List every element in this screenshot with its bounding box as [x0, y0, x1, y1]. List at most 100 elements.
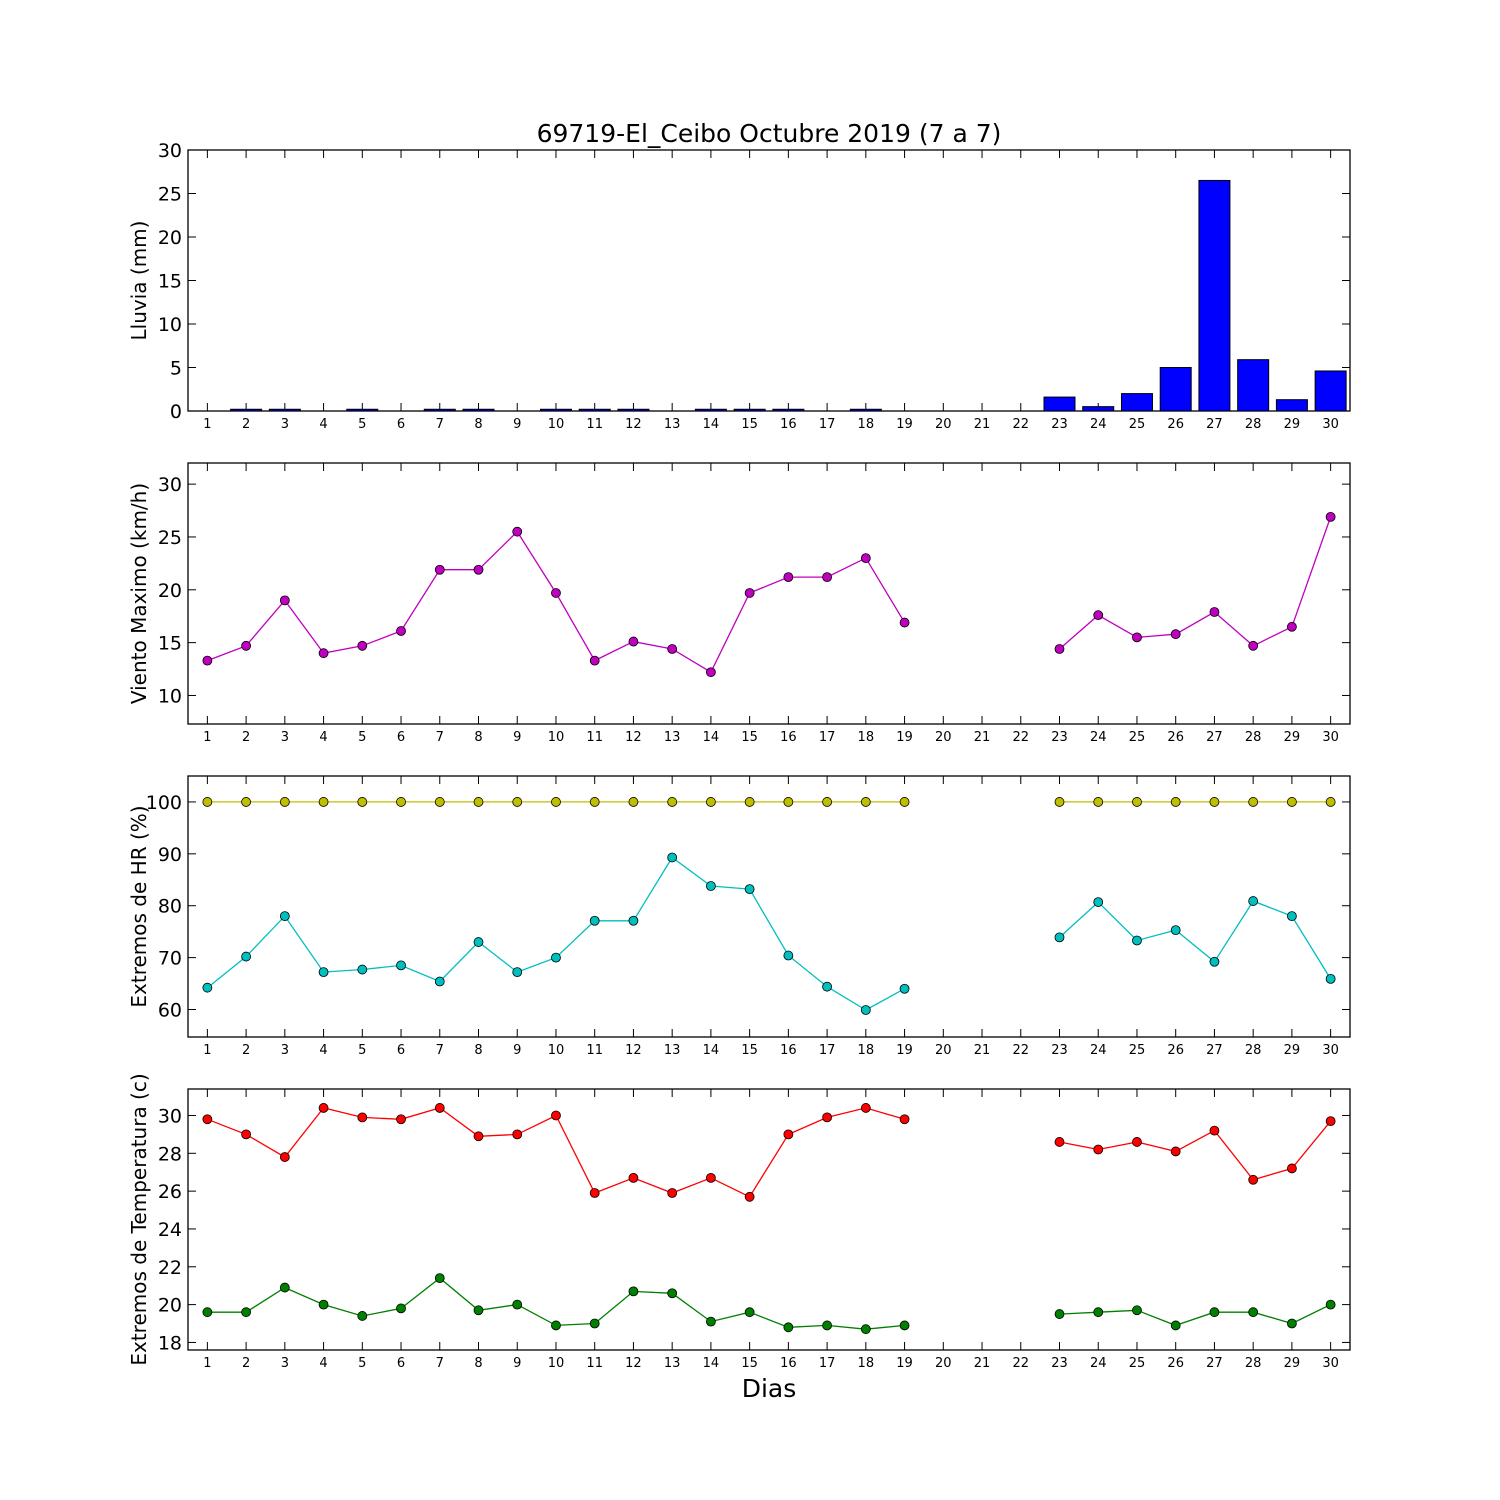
x-tick-label: 5: [358, 1043, 366, 1058]
x-tick-label: 17: [819, 1043, 836, 1058]
bar: [539, 408, 572, 412]
data-point: [1325, 1299, 1336, 1310]
data-point: [512, 797, 523, 807]
data-point: [667, 1188, 678, 1198]
x-tick-label: 15: [741, 417, 758, 432]
data-point: [822, 1112, 832, 1123]
x-tick-label: 7: [436, 1043, 444, 1058]
data-point: [860, 1103, 871, 1113]
x-tick-label: 1: [203, 417, 211, 432]
x-tick-label: 4: [319, 417, 327, 432]
x-tick-label: 4: [319, 1043, 327, 1058]
data-point: [202, 1307, 213, 1318]
data-point: [1170, 629, 1181, 640]
bar: [733, 408, 766, 412]
x-tick-label: 9: [513, 730, 521, 745]
data-point: [279, 1152, 290, 1162]
x-tick-label: 15: [741, 1356, 758, 1371]
x-tick-label: 22: [1012, 730, 1029, 745]
x-tick-label: 2: [242, 1043, 250, 1058]
data-point: [473, 937, 484, 947]
y-tick-label: 80: [158, 896, 182, 918]
data-point: [551, 952, 561, 963]
data-point: [860, 797, 871, 807]
data-point: [628, 1286, 639, 1297]
data-point: [1170, 1146, 1181, 1157]
y-axis-label: Extremos de Temperatura (c): [127, 1073, 151, 1365]
x-tick-label: 24: [1090, 1043, 1107, 1058]
data-point: [899, 797, 910, 807]
data-point: [318, 1103, 329, 1113]
data-point: [473, 797, 484, 807]
x-tick-label: 3: [281, 1356, 289, 1371]
bar: [1275, 399, 1308, 412]
x-tick-label: 4: [319, 1356, 327, 1371]
x-tick-label: 8: [474, 730, 482, 745]
data-point: [628, 636, 639, 647]
data-point: [1093, 1307, 1104, 1318]
bar: [423, 408, 456, 412]
x-tick-label: 7: [436, 1356, 444, 1371]
x-tick-label: 29: [1284, 1356, 1301, 1371]
plot-frame: [187, 1088, 1351, 1351]
x-tick-label: 19: [896, 730, 913, 745]
x-tick-label: 1: [203, 730, 211, 745]
y-tick-label: 30: [158, 474, 182, 496]
data-point: [1132, 1305, 1142, 1316]
x-tick-label: 5: [358, 730, 366, 745]
y-tick-label: 10: [158, 314, 182, 336]
data-point: [279, 595, 290, 606]
bar: [1198, 179, 1231, 412]
x-tick-label: 29: [1284, 417, 1301, 432]
x-tick-label: 3: [281, 1043, 289, 1058]
x-tick-label: 24: [1090, 417, 1107, 432]
x-tick-label: 3: [281, 730, 289, 745]
x-tick-label: 26: [1167, 1043, 1184, 1058]
data-point: [744, 1191, 755, 1202]
chart-title: 69719-El_Ceibo Octubre 2019 (7 a 7): [537, 119, 1002, 148]
x-tick-label: 20: [935, 730, 952, 745]
data-point: [202, 1114, 213, 1125]
data-point: [434, 1103, 445, 1113]
data-point: [667, 797, 678, 807]
x-tick-label: 28: [1245, 1356, 1262, 1371]
data-point: [434, 797, 445, 807]
data-point: [1325, 511, 1336, 522]
x-tick-label: 4: [319, 730, 327, 745]
y-tick-label: 18: [158, 1332, 182, 1354]
x-tick-label: 11: [586, 1356, 603, 1371]
data-point: [551, 797, 561, 807]
data-point: [318, 797, 329, 807]
x-tick-label: 27: [1206, 730, 1223, 745]
x-tick-label: 28: [1245, 1043, 1262, 1058]
data-point: [551, 588, 561, 598]
y-axis-label: Viento Maximo (km/h): [127, 483, 151, 704]
data-point: [822, 572, 832, 583]
y-axis-label: Lluvia (mm): [127, 221, 151, 341]
data-point: [279, 797, 290, 807]
x-tick-label: 3: [281, 417, 289, 432]
bar: [617, 408, 650, 412]
x-tick-label: 11: [586, 1043, 603, 1058]
x-tick-label: 9: [513, 1043, 521, 1058]
data-point: [1132, 935, 1142, 946]
data-point: [822, 981, 832, 992]
x-tick-label: 25: [1129, 730, 1146, 745]
data-point: [744, 588, 755, 598]
data-point: [434, 1273, 445, 1284]
x-tick-label: 11: [586, 417, 603, 432]
x-tick-label: 19: [896, 1043, 913, 1058]
data-point: [551, 1110, 561, 1121]
x-tick-label: 21: [974, 730, 991, 745]
y-tick-label: 60: [158, 999, 182, 1021]
data-point: [434, 564, 445, 575]
data-point: [1325, 797, 1336, 807]
data-point: [1287, 621, 1297, 632]
x-tick-label: 27: [1206, 417, 1223, 432]
x-tick-label: 2: [242, 730, 250, 745]
data-point: [512, 526, 523, 537]
y-tick-label: 15: [158, 271, 182, 293]
data-point: [899, 617, 910, 628]
x-tick-label: 14: [703, 417, 720, 432]
x-tick-label: 9: [513, 417, 521, 432]
